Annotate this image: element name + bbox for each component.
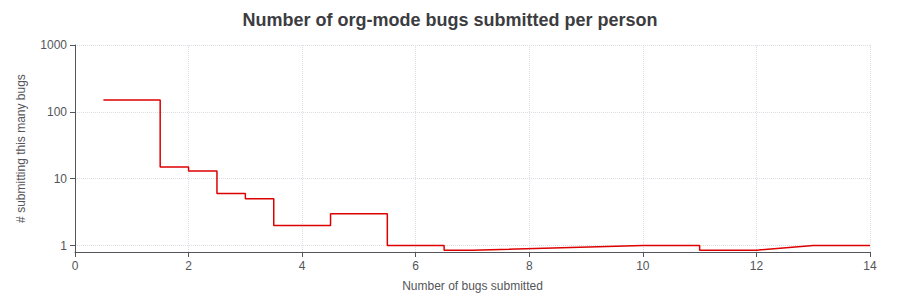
svg-text:2: 2	[185, 259, 192, 273]
svg-text:1000: 1000	[40, 38, 67, 52]
svg-text:6: 6	[412, 259, 419, 273]
svg-text:# submitting this many bugs: # submitting this many bugs	[14, 74, 28, 223]
svg-text:14: 14	[863, 259, 877, 273]
svg-text:12: 12	[750, 259, 764, 273]
svg-text:Number of bugs submitted: Number of bugs submitted	[402, 279, 543, 293]
svg-text:Number of org-mode bugs submit: Number of org-mode bugs submitted per pe…	[242, 10, 657, 30]
svg-text:1: 1	[60, 239, 67, 253]
svg-text:8: 8	[526, 259, 533, 273]
svg-text:10: 10	[636, 259, 650, 273]
svg-text:4: 4	[299, 259, 306, 273]
svg-text:100: 100	[47, 105, 67, 119]
svg-text:10: 10	[54, 172, 68, 186]
svg-text:0: 0	[72, 259, 79, 273]
